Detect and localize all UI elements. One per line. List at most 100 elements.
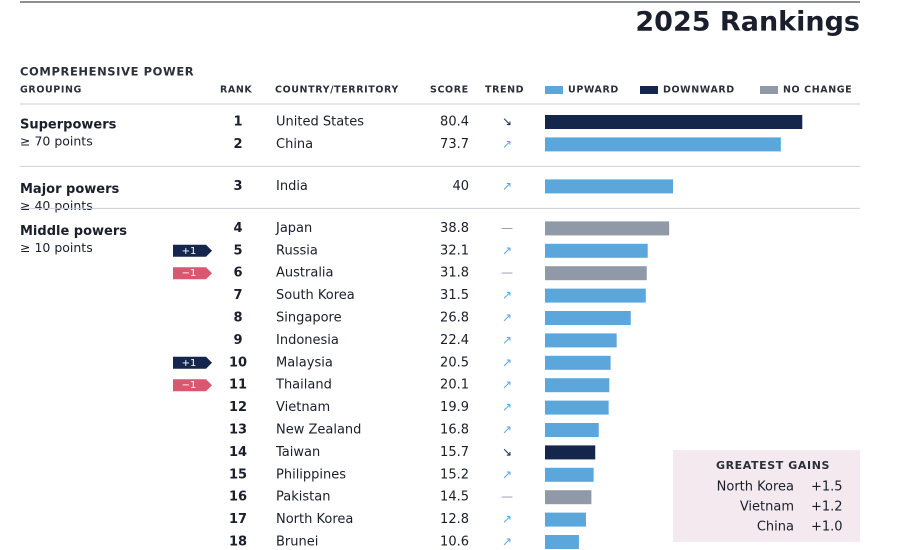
score: 73.7	[440, 137, 469, 152]
score-bar	[545, 423, 599, 437]
trend: ↗	[502, 179, 512, 193]
rank-change-badge	[173, 267, 212, 280]
rank: 5	[233, 243, 242, 258]
gain-value: +1.5	[811, 480, 843, 495]
gains-title: GREATEST GAINS	[716, 459, 830, 472]
country: Philippines	[276, 467, 346, 482]
country: South Korea	[276, 288, 355, 303]
country: Japan	[275, 221, 312, 236]
group-criterion: ≥ 70 points	[20, 134, 93, 149]
score-bar	[545, 115, 803, 129]
column-header: TREND	[485, 85, 524, 96]
trend: ↗	[502, 137, 512, 151]
score-bar	[545, 467, 594, 482]
score-bar	[545, 490, 592, 505]
score-bar	[545, 311, 631, 325]
trend: ↗	[502, 333, 512, 347]
rank: 8	[233, 311, 242, 326]
score-bar	[545, 221, 670, 236]
rank: 16	[229, 490, 247, 505]
legend-swatch	[545, 86, 563, 94]
score-bar	[545, 445, 596, 460]
country: Taiwan	[275, 445, 320, 460]
rank-change-badge	[173, 356, 212, 369]
score-bar	[545, 333, 617, 348]
score: 15.7	[440, 445, 469, 460]
group-name: Superpowers	[20, 118, 117, 133]
trend: ↗	[502, 378, 512, 392]
trend: ↗	[502, 467, 512, 481]
rank: 18	[229, 535, 247, 550]
score-bar	[545, 266, 647, 281]
country: China	[276, 137, 313, 152]
rank: 2	[233, 137, 242, 152]
score: 14.5	[440, 490, 469, 505]
score: 15.2	[440, 467, 469, 482]
score: 40	[452, 179, 469, 194]
rank: 17	[229, 512, 247, 527]
country: Brunei	[276, 535, 318, 550]
gain-value: +1.2	[811, 500, 843, 515]
rank-change-badge	[173, 244, 212, 257]
rank: 14	[229, 445, 247, 460]
legend-label: NO CHANGE	[783, 85, 852, 96]
score-bar	[545, 179, 673, 194]
page-title: 2025 Rankings	[635, 7, 860, 38]
score-bar	[545, 137, 781, 152]
legend-label: UPWARD	[568, 85, 619, 96]
rank-change-badge	[173, 379, 212, 392]
trend: —	[501, 266, 513, 280]
rank: 7	[233, 288, 242, 303]
column-header: GROUPING	[20, 85, 82, 96]
rank: 13	[229, 423, 247, 438]
trend: ↗	[502, 288, 512, 302]
score-bar	[545, 243, 648, 258]
country: United States	[276, 115, 364, 130]
country: India	[276, 179, 308, 194]
trend: ↗	[502, 400, 512, 414]
legend-swatch	[760, 86, 778, 94]
legend-swatch	[640, 86, 658, 94]
trend: ↗	[502, 311, 512, 325]
rank: 6	[233, 266, 242, 281]
score: 19.9	[440, 400, 469, 415]
rank: 9	[233, 333, 242, 348]
gain-value: +1.0	[811, 520, 843, 535]
section-title: COMPREHENSIVE POWER	[20, 65, 194, 79]
trend: ↗	[502, 535, 512, 549]
score: 26.8	[440, 311, 469, 326]
country: Vietnam	[276, 400, 330, 415]
group-criterion: ≥ 40 points	[20, 198, 93, 213]
column-header: SCORE	[430, 85, 469, 96]
rank: 4	[233, 221, 242, 236]
score: 80.4	[440, 115, 469, 130]
country: Thailand	[275, 378, 332, 393]
gain-country: Vietnam	[740, 500, 794, 515]
gain-country: North Korea	[717, 480, 794, 495]
score: 31.8	[440, 266, 469, 281]
score-bar	[545, 288, 646, 303]
gains-box	[673, 450, 860, 542]
rank-change: −1	[182, 380, 197, 391]
country: Singapore	[276, 311, 342, 326]
trend: ↗	[502, 512, 512, 526]
trend: ↗	[502, 243, 512, 257]
trend: ↘	[502, 115, 512, 129]
country: Russia	[276, 243, 318, 258]
score: 20.1	[440, 378, 469, 393]
score-bar	[545, 378, 610, 393]
score: 32.1	[440, 243, 469, 258]
group-name: Major powers	[20, 182, 120, 197]
score-bar	[545, 535, 579, 549]
score-bar	[545, 355, 611, 370]
trend: ↘	[502, 445, 512, 459]
column-header: COUNTRY/TERRITORY	[275, 85, 399, 96]
country: New Zealand	[276, 423, 361, 438]
rank: 15	[229, 467, 247, 482]
score: 31.5	[440, 288, 469, 303]
score: 22.4	[440, 333, 469, 348]
rank: 10	[229, 355, 247, 370]
score: 16.8	[440, 423, 469, 438]
score: 20.5	[440, 355, 469, 370]
score-bar	[545, 400, 609, 415]
